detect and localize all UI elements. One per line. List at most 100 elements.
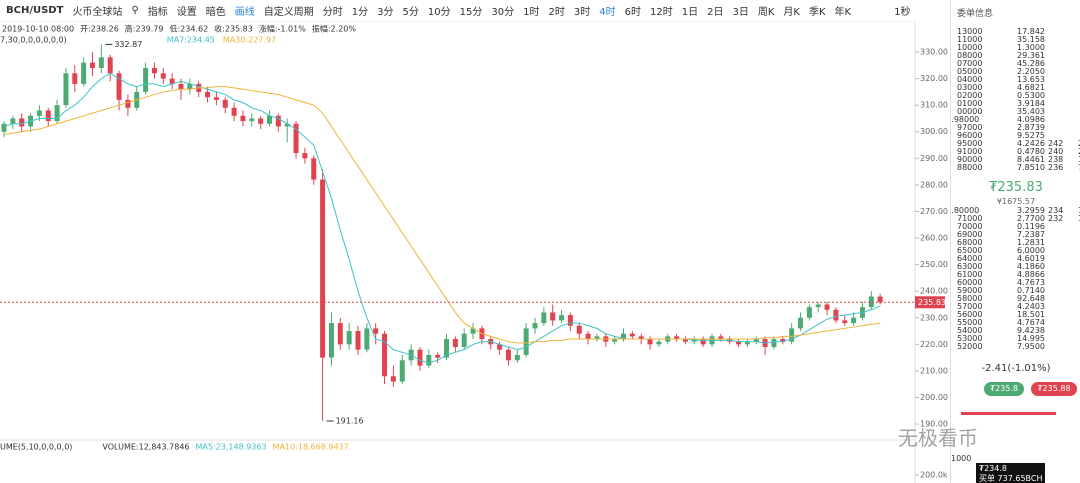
candle-body — [373, 328, 379, 334]
mid-price: ₮235.83 — [989, 180, 1043, 195]
depth-label: 1000 — [951, 454, 972, 463]
y-tick-label: 310.00 — [920, 101, 948, 110]
watermark: 无极看币 — [898, 426, 978, 450]
candle-body — [806, 307, 812, 318]
sell-button[interactable]: ₮235.88 — [1031, 382, 1077, 396]
candle-body — [444, 339, 449, 358]
order-cell: 9.4238 — [1017, 326, 1045, 335]
order-cell: 240 — [1048, 147, 1064, 156]
order-cell: 18.501 — [1017, 310, 1045, 319]
candle-body — [700, 339, 706, 345]
order-cell: 232 — [1048, 214, 1064, 223]
order-cell: 2 — [1078, 140, 1080, 148]
period[interactable]: 年K — [834, 7, 852, 18]
candle-body — [160, 73, 166, 79]
search-icon[interactable]: ⚲ — [131, 5, 139, 16]
period[interactable]: 1日 — [681, 7, 699, 18]
order-cell: 1.2831 — [1017, 238, 1045, 247]
order-cell: 90000 — [957, 155, 983, 164]
y-tick-label: 210.00 — [920, 366, 948, 375]
legend-entry: MA7:234.45 — [167, 36, 215, 45]
period[interactable]: 3时 — [573, 7, 591, 18]
y-tick-label: 300.00 — [920, 127, 948, 136]
period[interactable]: 季K — [808, 7, 826, 18]
candle-body — [851, 317, 857, 324]
period[interactable]: 15分 — [459, 7, 483, 18]
y-tick-label: 230.00 — [920, 313, 948, 322]
period[interactable]: 3日 — [732, 7, 749, 18]
tool[interactable]: 暗色 — [205, 7, 226, 18]
period[interactable]: 3分 — [377, 7, 394, 18]
order-cell: 55000 — [957, 318, 983, 327]
order-cell: 3.2959 — [1017, 206, 1045, 215]
buy-button[interactable]: ₮235.8 — [984, 382, 1024, 396]
order-cell: 4.2426 — [1017, 139, 1045, 148]
order-cell: 92.648 — [1017, 294, 1045, 303]
order-cell: 0.1196 — [1017, 222, 1045, 231]
period[interactable]: 1分 — [351, 7, 369, 18]
depth-slider — [961, 412, 1056, 415]
pair[interactable]: BCH/USDT — [6, 5, 64, 16]
period[interactable]: 2时 — [548, 7, 565, 18]
candle-body — [151, 67, 157, 74]
period[interactable]: 5分 — [402, 7, 419, 18]
candle-body — [877, 296, 883, 303]
order-cell: 57000 — [957, 302, 983, 311]
candle-body — [541, 312, 547, 324]
period[interactable]: 6时 — [624, 7, 641, 18]
candle-body — [868, 296, 874, 308]
order-cell: 8.4461 — [1017, 155, 1045, 164]
candle-body — [222, 99, 228, 108]
order-cell: 95000 — [957, 139, 983, 148]
period[interactable]: 2日 — [707, 7, 724, 18]
tool[interactable]: 设置 — [176, 7, 197, 18]
candle-body — [647, 339, 653, 345]
candle-body — [36, 110, 42, 116]
candle-body — [815, 304, 821, 308]
order-cell: 236 — [1048, 163, 1064, 172]
order-cell: 00000 — [957, 107, 983, 116]
candle-body — [576, 325, 582, 334]
candle-body — [833, 309, 839, 321]
period[interactable]: 周K — [757, 7, 775, 18]
order-cell: 7 — [1078, 164, 1080, 172]
order-cell: 1 — [1078, 207, 1080, 215]
period[interactable]: 月K — [783, 7, 800, 18]
candle-body — [798, 317, 803, 329]
order-cell: 63000 — [957, 262, 983, 271]
candle-body — [461, 333, 467, 347]
candle-body — [267, 115, 272, 124]
period[interactable]: 1时 — [523, 7, 540, 18]
exchange: 火币全球站 — [72, 7, 123, 18]
period[interactable]: 4时 — [599, 7, 616, 18]
candle-body — [54, 105, 60, 122]
order-cell: 07000 — [957, 59, 983, 68]
period[interactable]: 30分 — [491, 7, 515, 18]
y-tick-label: 250.00 — [920, 260, 948, 269]
candle-body — [523, 328, 529, 355]
candle-body — [674, 336, 680, 340]
tool[interactable]: 自定义周期 — [263, 7, 314, 18]
tool[interactable]: 画线 — [234, 7, 255, 18]
order-cell: 7.2387 — [1017, 230, 1045, 239]
candle-body — [240, 115, 246, 122]
tool[interactable]: 指标 — [147, 7, 168, 18]
candle-body — [205, 91, 211, 98]
candle-body — [718, 336, 724, 340]
volume-label: UME(5,10,0,0,0,0) — [0, 443, 72, 452]
order-cell: 1 — [1078, 215, 1080, 223]
candle-body — [178, 83, 184, 90]
period[interactable]: 分时 — [322, 7, 343, 18]
chart: 190.00 200.00 210.00 220.00 230.00 240.00 250.… — [0, 22, 948, 483]
candle-body — [293, 123, 299, 154]
period[interactable]: 12时 — [649, 7, 673, 18]
order-book: 委单信息 ₮235.83 ¥1675.57 -2.41(-1.01%) ₮235… — [950, 0, 1080, 483]
order-cell: 2.8739 — [1017, 123, 1045, 132]
order-cell: 7.9500 — [1017, 342, 1045, 351]
speed[interactable]: 1秒 — [894, 7, 911, 18]
candle-body — [98, 57, 104, 68]
period[interactable]: 10分 — [427, 7, 451, 18]
order-cell: 4.2403 — [1017, 302, 1045, 311]
info-text: 2019-10-10 08:00 — [2, 25, 74, 34]
order-cell: 70000 — [957, 222, 983, 231]
